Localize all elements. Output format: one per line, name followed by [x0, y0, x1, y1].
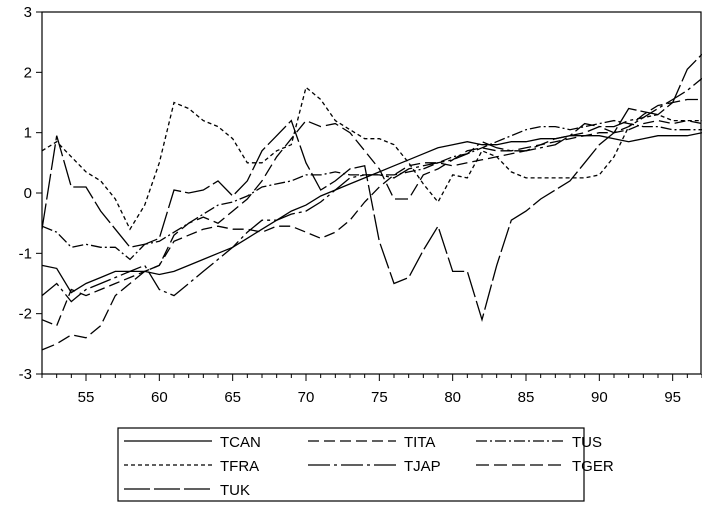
y-tick-label: 1	[24, 125, 32, 142]
legend-label-tger: TGER	[572, 458, 614, 475]
x-tick-label: 85	[518, 389, 535, 406]
x-tick-label: 90	[591, 389, 608, 406]
legend-label-tuk: TUK	[220, 482, 250, 499]
plot-frame	[41, 11, 702, 375]
x-tick-label: 75	[371, 389, 388, 406]
y-tick-label: 2	[24, 64, 32, 81]
x-tick-label: 65	[224, 389, 241, 406]
series-line-tger	[41, 98, 702, 351]
x-tick-label: 95	[664, 389, 681, 406]
x-tick-label: 80	[444, 389, 461, 406]
legend-label-tcan: TCAN	[220, 434, 261, 451]
series-line-tfra	[41, 86, 702, 231]
legend-label-tfra: TFRA	[220, 458, 259, 475]
legend-label-tjap: TJAP	[404, 458, 441, 475]
y-tick-label: 3	[24, 4, 32, 21]
x-tick-label: 70	[298, 389, 315, 406]
legend-label-tus: TUS	[572, 434, 602, 451]
x-tick-label: 55	[78, 389, 95, 406]
y-tick-label: -2	[19, 306, 32, 323]
x-tick-label: 60	[151, 389, 168, 406]
series-line-tjap	[41, 77, 702, 303]
legend-label-tita: TITA	[404, 434, 435, 451]
series-line-tuk	[41, 53, 702, 323]
y-tick-label: -3	[19, 366, 32, 383]
series-line-tita	[41, 119, 702, 327]
series-line-tcan	[41, 132, 702, 294]
y-tick-label: -1	[19, 245, 32, 262]
y-tick-label: 0	[24, 185, 32, 202]
